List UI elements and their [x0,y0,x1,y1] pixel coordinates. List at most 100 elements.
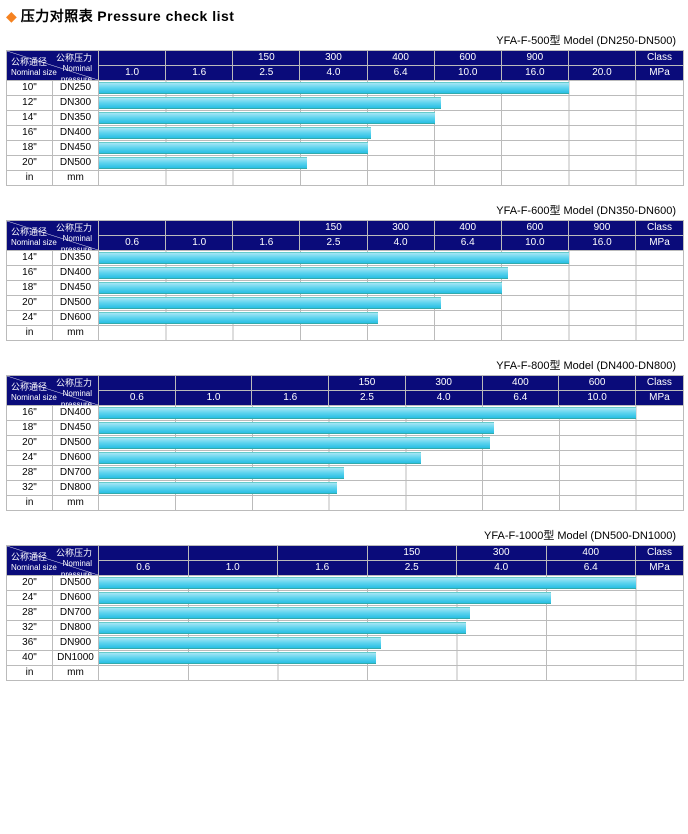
class-label: Class [636,51,684,66]
class-header-cell: 150 [233,51,300,66]
pressure-bar [99,157,307,169]
mm-cell: DN700 [53,606,99,621]
table-row: 24"DN600 [7,591,684,606]
pressure-table: 公称压力Nominalpressure 公称通径Nominal size 150… [6,375,684,511]
pressure-bar [99,82,569,94]
in-unit: in [7,496,53,511]
mpa-header-cell: 6.4 [546,561,636,576]
pressure-bar [99,607,470,619]
in-cell: 20" [7,436,53,451]
bar-cell [99,421,684,436]
class-header-cell: 600 [501,221,568,236]
pressure-table: 公称压力Nominalpressure 公称通径Nominal size 150… [6,545,684,681]
mm-cell: DN600 [53,311,99,326]
in-cell: 20" [7,156,53,171]
mpa-label: MPa [636,561,684,576]
diag-header: 公称压力Nominalpressure 公称通径Nominal size [7,376,99,406]
bar-cell [99,251,684,266]
table-row: 28"DN700 [7,606,684,621]
table-row: 12"DN300 [7,96,684,111]
class-header-cell: 600 [434,51,501,66]
pressure-table: 公称压力Nominalpressure 公称通径Nominal size 150… [6,50,684,186]
pressure-bar [99,637,381,649]
class-header-cell: 150 [367,546,457,561]
title-cn: 压力对照表 [21,6,94,26]
mpa-header-cell: 0.6 [99,561,189,576]
pressure-table: 公称压力Nominalpressure 公称通径Nominal size 150… [6,220,684,341]
class-header-cell: 400 [546,546,636,561]
in-unit: in [7,171,53,186]
mm-unit: mm [53,496,99,511]
mm-cell: DN1000 [53,651,99,666]
class-header-cell: 400 [434,221,501,236]
pressure-bar [99,407,636,419]
table-row: 40"DN1000 [7,651,684,666]
class-header-cell [278,546,368,561]
mpa-header-cell: 2.5 [367,561,457,576]
mm-cell: DN800 [53,621,99,636]
bar-cell [99,636,684,651]
table-row: 18"DN450 [7,281,684,296]
pressure-bar [99,592,551,604]
mpa-header-cell: 1.6 [278,561,368,576]
mm-cell: DN600 [53,591,99,606]
in-cell: 28" [7,466,53,481]
model-label: YFA-F-500型 Model (DN250-DN500) [6,32,682,48]
table-row: 16"DN400 [7,266,684,281]
in-cell: 24" [7,451,53,466]
pressure-bar [99,452,421,464]
model-label: YFA-F-600型 Model (DN350-DN600) [6,202,682,218]
table-row: 20"DN500 [7,156,684,171]
table-row: 36"DN900 [7,636,684,651]
model-label: YFA-F-800型 Model (DN400-DN800) [6,357,682,373]
class-header-cell [166,221,233,236]
empty-bar-area [99,666,684,681]
in-cell: 10" [7,81,53,96]
class-label: Class [635,376,683,391]
in-unit: in [7,666,53,681]
bar-cell [99,156,684,171]
mpa-label: MPa [636,236,684,251]
class-label: Class [636,546,684,561]
mpa-label: MPa [636,66,684,81]
table-row: 18"DN450 [7,141,684,156]
mpa-header-cell: 16.0 [501,66,568,81]
class-header-cell [99,51,166,66]
mpa-header-cell: 1.0 [188,561,278,576]
mm-cell: DN400 [53,266,99,281]
class-header-cell [568,51,635,66]
bar-cell [99,311,684,326]
table-row: 16"DN400 [7,126,684,141]
mm-cell: DN450 [53,281,99,296]
in-cell: 16" [7,406,53,421]
table-row: 20"DN500 [7,576,684,591]
mpa-header-cell: 1.6 [252,391,329,406]
mpa-header-cell: 4.0 [367,236,434,251]
unit-row: inmm [7,326,684,341]
class-header-cell [99,546,189,561]
class-header-cell [99,221,166,236]
table-row: 10"DN250 [7,81,684,96]
bar-cell [99,266,684,281]
table-row: 32"DN800 [7,621,684,636]
mpa-header-cell: 2.5 [300,236,367,251]
bar-cell [99,436,684,451]
diag-header: 公称压力Nominalpressure 公称通径Nominal size [7,546,99,576]
in-cell: 18" [7,421,53,436]
in-unit: in [7,326,53,341]
title-en: Pressure check list [97,8,234,24]
mpa-header-cell: 10.0 [559,391,636,406]
class-header-cell: 900 [568,221,635,236]
mm-cell: DN350 [53,111,99,126]
in-cell: 16" [7,126,53,141]
class-header-cell [166,51,233,66]
bar-cell [99,111,684,126]
table-row: 28"DN700 [7,466,684,481]
class-header-cell [233,221,300,236]
class-header-cell: 150 [300,221,367,236]
in-cell: 40" [7,651,53,666]
mpa-header-cell: 2.5 [329,391,406,406]
bar-cell [99,281,684,296]
pressure-bar [99,252,569,264]
unit-row: inmm [7,666,684,681]
